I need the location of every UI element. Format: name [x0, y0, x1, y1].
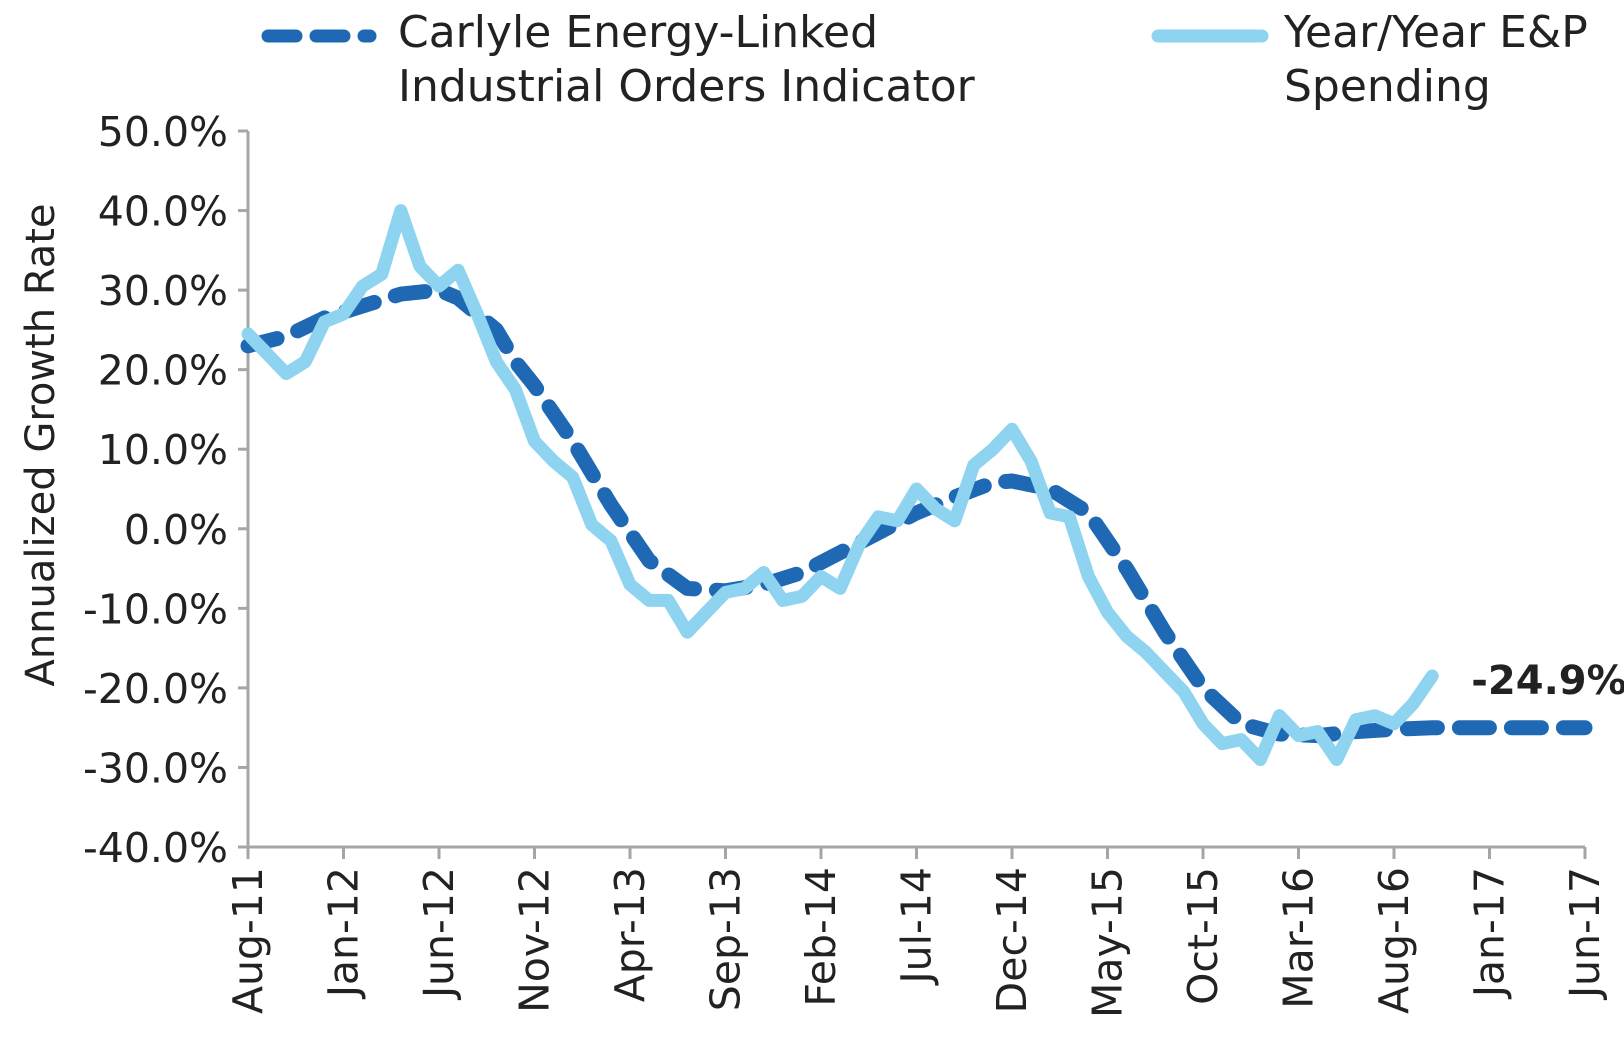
y-tick-label: 10.0%: [98, 426, 228, 474]
x-tick-label: Mar-16: [1275, 867, 1323, 1009]
y-tick-label: 30.0%: [98, 267, 228, 315]
x-tick-label: Jul-14: [893, 867, 941, 986]
x-tick-label: Jun-12: [415, 867, 463, 1001]
series-layer: [240, 204, 1593, 766]
annotations: -24.9%: [1471, 658, 1624, 704]
x-tick-label: Sep-13: [702, 867, 750, 1011]
x-tick-label: Jan-12: [320, 867, 368, 1000]
y-tick-label: -20.0%: [83, 665, 228, 713]
y-ticks: 50.0% 40.0% 30.0% 20.0% 10.0% 0.0% -10.0% -20.0…: [83, 108, 248, 872]
x-tick-label: May-15: [1084, 867, 1132, 1018]
y-tick-label: 40.0%: [98, 188, 228, 236]
legend-label-spending-line2: Spending: [1284, 61, 1491, 112]
x-tick-label: Dec-14: [988, 867, 1036, 1013]
x-tick-label: Apr-13: [606, 867, 654, 1002]
series-line-spending: [241, 204, 1439, 766]
x-tick-label: Nov-12: [511, 867, 559, 1013]
legend: Carlyle Energy-Linked Industrial Orders …: [261, 7, 1588, 112]
y-tick-label: -40.0%: [83, 824, 228, 872]
x-tick-label: Oct-15: [1179, 867, 1227, 1005]
x-tick-label: Jan-17: [1466, 867, 1514, 1000]
x-tick-label: Feb-14: [797, 867, 845, 1007]
y-tick-label: 50.0%: [98, 108, 228, 156]
annotation-last-value: -24.9%: [1471, 658, 1624, 704]
y-tick-label: 0.0%: [124, 506, 228, 554]
y-tick-label: -10.0%: [83, 585, 228, 633]
series-line-indicator: [240, 282, 1593, 744]
y-tick-label: 20.0%: [98, 347, 228, 395]
legend-label-spending-line1: Year/Year E&P: [1283, 7, 1588, 58]
x-tick-label: Aug-16: [1370, 867, 1418, 1014]
x-tick-label: Jun-17: [1561, 867, 1609, 1001]
x-tick-label: Aug-11: [224, 867, 272, 1014]
y-tick-label: -30.0%: [83, 744, 228, 792]
y-axis-title: Annualized Growth Rate: [18, 203, 64, 686]
legend-label-indicator-line2: Industrial Orders Indicator: [398, 61, 976, 112]
x-ticks: Aug-11 Jan-12 Jun-12 Nov-12 Apr-13 Sep-13 Feb-…: [224, 847, 1609, 1018]
legend-label-indicator-line1: Carlyle Energy-Linked: [398, 7, 878, 58]
